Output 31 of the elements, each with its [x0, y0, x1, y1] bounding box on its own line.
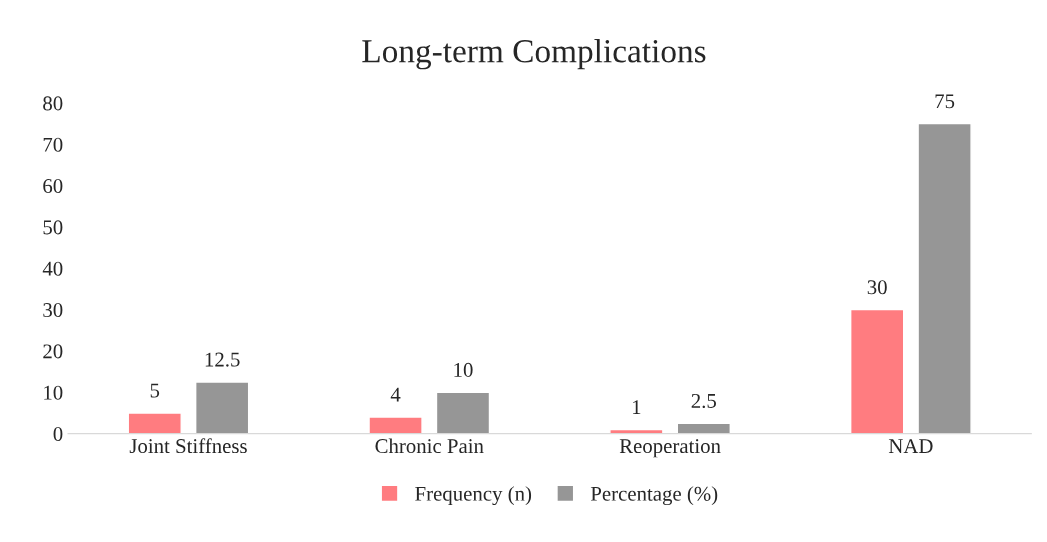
x-tick-label: Chronic Pain	[375, 438, 484, 454]
y-tick-label: 60	[43, 179, 63, 194]
data-label: 75	[935, 94, 955, 109]
y-tick-label: 80	[43, 96, 63, 111]
y-tick-label: 40	[42, 261, 63, 276]
bar	[368, 416, 423, 434]
y-tick-label: 30	[43, 302, 63, 318]
x-tick-label: NAD	[888, 439, 933, 453]
data-label: 10	[454, 362, 473, 377]
legend-label: Frequency (n)	[415, 486, 532, 506]
data-label: 30	[867, 280, 887, 295]
data-label: 4	[390, 387, 401, 402]
y-tick-label: 20	[43, 344, 63, 359]
x-tick-label: Joint Stiffness	[129, 438, 247, 454]
legend-label: Percentage (%)	[590, 486, 718, 506]
x-tick-label: Reoperation	[619, 439, 721, 458]
bar	[917, 122, 972, 434]
data-label: 5	[150, 383, 160, 398]
bar	[676, 422, 731, 434]
bar	[849, 308, 905, 434]
y-tick-label: 50	[43, 220, 63, 235]
bar	[194, 381, 250, 434]
bar	[127, 412, 182, 434]
data-label: 1	[632, 400, 641, 414]
y-tick-label: 0	[53, 426, 63, 442]
data-label: 12.5	[205, 352, 240, 367]
y-tick-label: 70	[43, 137, 63, 152]
data-label: 2.5	[691, 393, 716, 409]
y-tick-label: 10	[44, 385, 63, 400]
bar	[435, 391, 491, 434]
chart-title: Long-term Complications	[362, 39, 706, 70]
